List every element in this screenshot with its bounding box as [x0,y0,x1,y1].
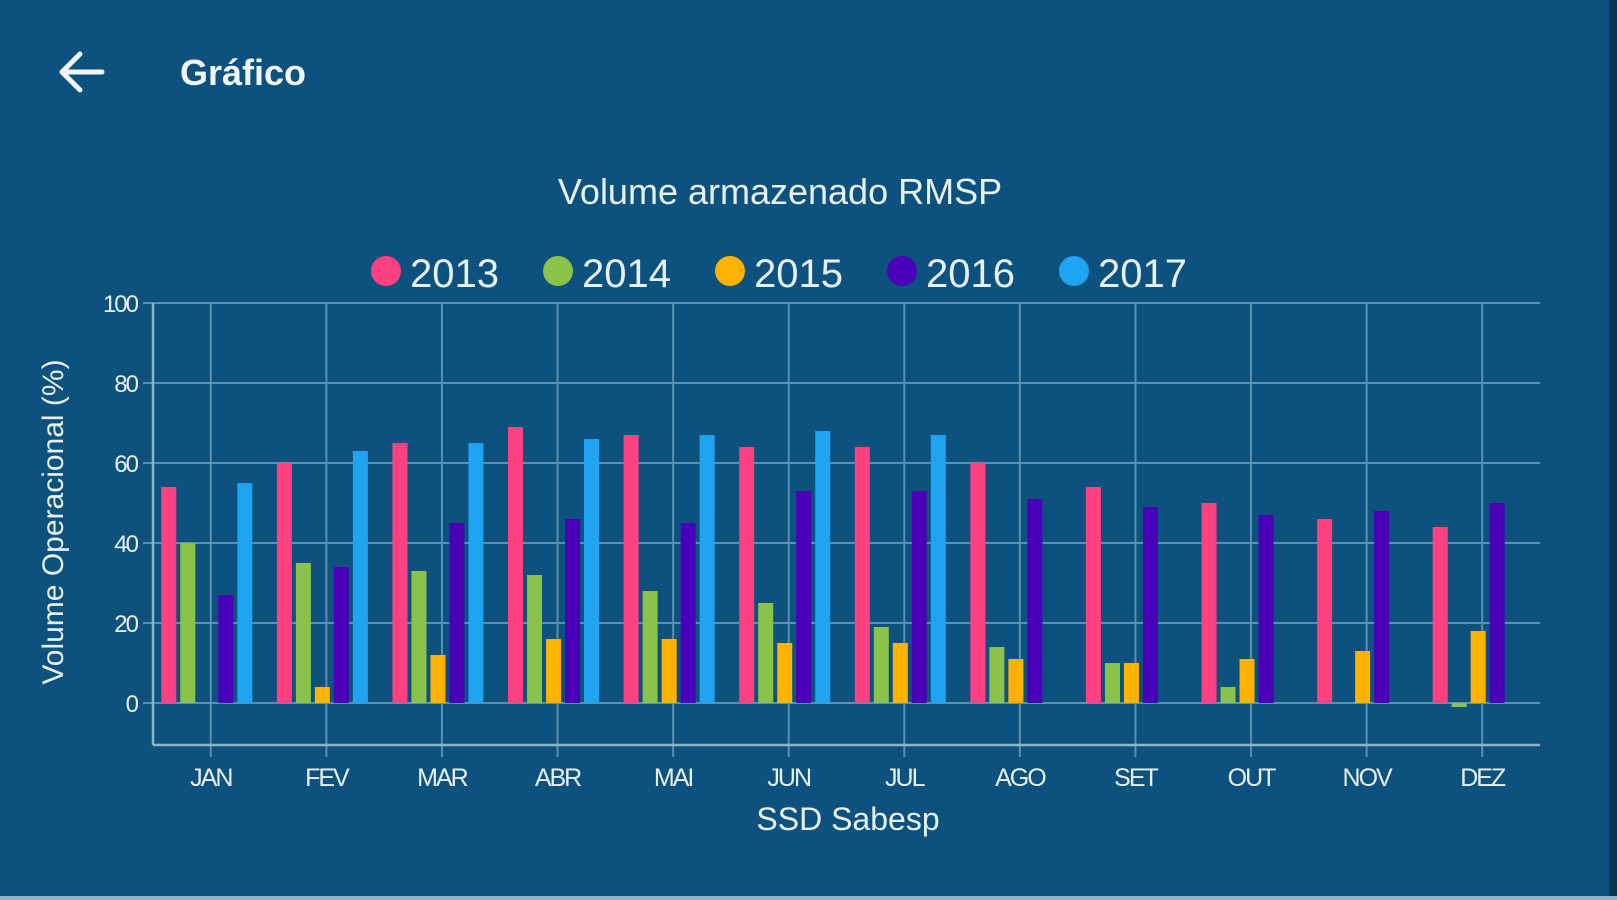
bar-2014-fev [295,563,311,703]
bar-2016-out [1258,515,1274,703]
arrow-left-icon [59,51,105,93]
bar-2015-jul [892,643,908,703]
x-tick-label: NOV [1343,764,1394,792]
y-tick-label: 100 [103,291,139,318]
bar-2015-out [1239,659,1255,703]
bar-2014-jun [758,603,774,703]
x-tick-label: MAI [654,764,693,792]
legend-label-2016: 2016 [926,252,1015,296]
y-tick-label: 40 [114,531,138,558]
bar-2014-ago [989,647,1005,703]
bar-2013-jul [854,447,870,703]
x-tick-label: OUT [1228,764,1277,792]
x-tick-label: DEZ [1460,764,1506,792]
bar-2016-nov [1374,511,1390,703]
y-tick-label: 80 [114,371,138,398]
bar-2015-mai [661,639,677,703]
x-tick-label: JUL [885,764,926,792]
bar-2016-set [1142,507,1158,703]
bar-2014-out [1220,687,1236,703]
chart-title: Volume armazenado RMSP [558,171,1002,212]
x-tick-label: AGO [995,764,1046,792]
bar-2015-abr [546,639,562,703]
bar-2013-set [1085,487,1101,703]
x-tick-label: JAN [190,764,232,792]
bar-2013-out [1201,503,1217,703]
bar-2016-fev [333,567,349,703]
bar-2013-abr [508,427,524,703]
bar-2016-mai [680,523,696,703]
bar-2017-fev [352,451,368,703]
bar-2016-mar [449,523,465,703]
bar-2014-mai [642,591,658,703]
bar-2013-mar [392,443,408,703]
legend-marker-2016 [887,256,917,286]
legend-label-2015: 2015 [754,252,843,296]
bar-2013-mai [623,435,639,703]
page-title: Gráfico [180,52,307,93]
bar-2014-jul [873,627,889,703]
bar-2013-jan [161,487,177,703]
bar-2015-set [1123,663,1139,703]
bar-2014-abr [527,575,543,703]
bar-2016-jul [911,491,927,703]
bar-2015-jun [777,643,793,703]
y-tick-label: 0 [126,691,139,718]
bar-2016-jun [796,491,812,703]
legend-marker-2013 [371,256,401,286]
x-tick-label: FEV [305,764,350,792]
bar-2015-ago [1008,659,1024,703]
bar-2016-abr [565,519,581,703]
bar-2014-dez [1451,703,1467,707]
bar-2016-ago [1027,499,1043,703]
bar-2013-fev [276,463,292,703]
x-tick-label: SET [1114,764,1158,792]
legend-label-2017: 2017 [1098,252,1187,296]
bar-2017-mai [699,435,715,703]
bar-2015-dez [1470,631,1486,703]
window-edge [1609,0,1617,900]
x-axis-label: SSD Sabesp [756,801,939,837]
app-bar: Gráfico [0,0,1617,145]
x-tick-label: ABR [535,764,581,792]
x-tick-label: MAR [417,764,468,792]
bar-2015-nov [1355,651,1371,703]
y-tick-label: 60 [114,451,138,478]
bar-2017-mar [468,443,484,703]
bar-2013-jun [739,447,755,703]
chart-axes [143,302,1540,747]
bar-2017-jan [237,483,253,703]
bar-2014-jan [180,543,196,703]
legend-marker-2017 [1059,256,1089,286]
window-edge-bottom [0,896,1617,900]
bar-2013-dez [1432,527,1448,703]
y-axis-label: Volume Operacional (%) [37,359,70,684]
legend-label-2013: 2013 [410,252,499,296]
x-tick-label: JUN [767,764,811,792]
bar-2015-fev [314,687,330,703]
chart-legend: 2013 2014 2015 2016 2017 [371,252,1187,296]
bar-2017-abr [584,439,600,703]
legend-marker-2015 [715,256,745,286]
bar-2016-dez [1489,503,1505,703]
bar-2017-jul [930,435,946,703]
bar-2013-ago [970,463,986,703]
bar-2015-mar [430,655,446,703]
chart-bars [161,427,1505,707]
bar-2017-jun [815,431,831,703]
bar-2016-jan [218,595,234,703]
bar-2013-nov [1317,519,1333,703]
back-button[interactable] [52,42,112,102]
chart-tick-labels: 0 20 40 60 80 100 JAN FEV MAR ABR MAI JUN JUL AGO SET O… [103,291,1508,792]
bar-2014-set [1104,663,1120,703]
y-tick-label: 20 [114,611,138,638]
bar-2014-mar [411,571,427,703]
legend-marker-2014 [543,256,573,286]
legend-label-2014: 2014 [582,252,671,296]
